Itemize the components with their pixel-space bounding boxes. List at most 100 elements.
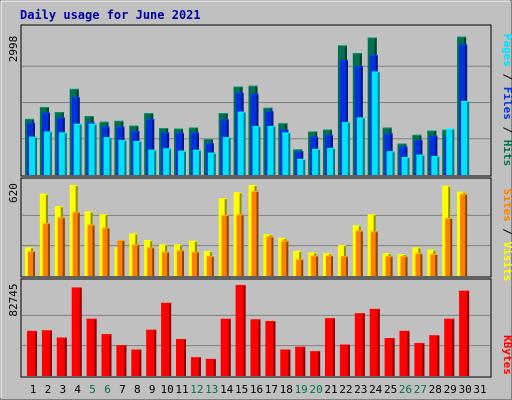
day-label-25: 25 bbox=[384, 383, 397, 396]
day-label-21: 21 bbox=[324, 383, 337, 396]
pages-bar-day-26-shadow bbox=[407, 157, 410, 175]
sites-bar-day-14-fill bbox=[221, 215, 229, 276]
kbytes-bar-day-28-highlight bbox=[429, 335, 440, 337]
files-bar-day-22-highlight bbox=[339, 59, 348, 61]
pages-bar-day-16-fill bbox=[252, 126, 261, 175]
kbytes-bar-day-18-fill bbox=[280, 349, 291, 376]
sites-bar-day-27-highlight bbox=[415, 253, 423, 255]
panel-kbytes: 82745 KBytes bbox=[7, 278, 512, 378]
kbytes-bar-day-9-highlight bbox=[146, 329, 157, 331]
kbytes-bar-day-29-highlight bbox=[444, 318, 455, 320]
kbytes-bar-day-8-highlight bbox=[131, 349, 142, 351]
hits-legend: Hits bbox=[501, 140, 512, 167]
pages-bar-day-21-shadow bbox=[333, 147, 335, 175]
sites-bar-day-2-shadow bbox=[47, 223, 50, 276]
day-label-6: 6 bbox=[104, 383, 111, 396]
pages-bar-day-12 bbox=[192, 149, 201, 175]
pages-bar-day-25-fill bbox=[386, 151, 395, 175]
day-label-18: 18 bbox=[280, 383, 293, 396]
kbytes-bar-day-2-shadow bbox=[49, 330, 52, 376]
day-label-23: 23 bbox=[354, 383, 367, 396]
pages-bar-day-23-shadow bbox=[362, 117, 365, 175]
kbytes-bar-day-19 bbox=[295, 346, 306, 376]
sites-bar-day-6-highlight bbox=[102, 227, 110, 229]
files-bar-day-14-highlight bbox=[220, 119, 229, 121]
sites-bar-day-18-fill bbox=[281, 240, 289, 276]
legend-sep-3: / bbox=[501, 228, 512, 235]
sites-bar-day-14-highlight bbox=[221, 215, 229, 217]
kbytes-bar-day-27-fill bbox=[414, 343, 425, 376]
files-bar-day-22-fill bbox=[339, 59, 348, 176]
sites-bar-day-14 bbox=[221, 215, 229, 276]
hits-bar-day-27-highlight bbox=[412, 134, 422, 136]
sites-bar-day-9-highlight bbox=[147, 247, 155, 249]
kbytes-bar-day-13-fill bbox=[205, 358, 216, 376]
pages-bar-day-24 bbox=[371, 71, 380, 175]
hits-bar-day-19-highlight bbox=[293, 149, 303, 151]
files-bar-day-20-highlight bbox=[310, 136, 319, 138]
day-label-31: 31 bbox=[473, 383, 486, 396]
sites-bar-day-25-highlight bbox=[385, 256, 393, 258]
hits-bar-day-21-highlight bbox=[323, 129, 332, 131]
visits-bar-day-1-highlight bbox=[25, 247, 33, 249]
legend-sep-1: / bbox=[501, 74, 512, 81]
pages-bar-day-17-highlight bbox=[267, 126, 276, 128]
kbytes-bar-day-18 bbox=[280, 349, 291, 376]
day-label-2: 2 bbox=[45, 383, 52, 396]
pages-bar-day-11-shadow bbox=[184, 150, 186, 175]
hits-bar-day-15-highlight bbox=[233, 86, 243, 88]
sites-bar-day-13-shadow bbox=[211, 256, 214, 276]
hits-bar-day-22-highlight bbox=[337, 45, 347, 47]
pages-bar-day-2-fill bbox=[43, 131, 52, 175]
kbytes-bar-day-5-highlight bbox=[86, 318, 97, 320]
chart-title: Daily usage for June 2021 bbox=[20, 8, 201, 22]
sites-bar-day-6 bbox=[102, 227, 110, 276]
visits-bar-day-30-highlight bbox=[457, 191, 466, 193]
kbytes-bar-day-26-shadow bbox=[407, 330, 410, 376]
pages-bar-day-23-fill bbox=[356, 117, 365, 175]
pages-bar-day-18-fill bbox=[282, 132, 291, 175]
kbytes-bar-day-13 bbox=[205, 358, 216, 376]
pages-bar-day-19 bbox=[297, 159, 306, 175]
sites-bar-day-26-shadow bbox=[405, 256, 408, 276]
files-bar-day-7-highlight bbox=[116, 126, 125, 128]
sites-bar-day-11-fill bbox=[177, 250, 184, 276]
sites-bar-day-18-shadow bbox=[286, 240, 289, 276]
pages-bar-day-22-shadow bbox=[347, 122, 350, 175]
kbytes-bar-day-1-shadow bbox=[35, 330, 37, 376]
kbytes-bar-day-2-highlight bbox=[41, 330, 52, 332]
hits-bar-day-26-highlight bbox=[397, 143, 407, 145]
visits-bar-day-14-highlight bbox=[218, 198, 227, 200]
files-bar-day-28-fill bbox=[429, 135, 438, 175]
files-bar-day-22-shadow bbox=[345, 59, 348, 176]
pages-bar-day-25-highlight bbox=[386, 151, 395, 153]
kbytes-bar-day-12-highlight bbox=[190, 357, 201, 359]
sites-bar-day-4 bbox=[72, 212, 80, 276]
kbytes-bar-day-17-fill bbox=[265, 321, 276, 376]
kbytes-bar-day-22-highlight bbox=[339, 344, 350, 346]
kbytes-bar-day-21-shadow bbox=[333, 318, 335, 376]
sites-bar-day-22-highlight bbox=[340, 256, 348, 258]
pages-bar-day-12-shadow bbox=[198, 149, 201, 175]
pages-bar-day-14 bbox=[222, 137, 231, 175]
kbytes-bar-day-15-shadow bbox=[243, 285, 246, 376]
panel-2-side-label: Sites / Visits bbox=[501, 189, 512, 282]
sites-bar-day-26 bbox=[400, 256, 408, 276]
panel-1-ymax-label: 2998 bbox=[7, 36, 20, 63]
kbytes-bar-day-10-highlight bbox=[161, 302, 172, 304]
visits-bar-day-12-highlight bbox=[188, 240, 197, 242]
visits-bar-day-11-highlight bbox=[174, 244, 182, 246]
pages-bar-day-1-shadow bbox=[35, 136, 37, 175]
files-bar-day-23-highlight bbox=[354, 66, 363, 68]
sites-bar-day-1-fill bbox=[28, 251, 35, 276]
pages-bar-day-2-highlight bbox=[43, 131, 52, 133]
pages-bar-day-25 bbox=[386, 151, 395, 175]
kbytes-bar-day-22 bbox=[339, 344, 350, 376]
sites-bar-day-11-highlight bbox=[177, 250, 184, 252]
pages-bar-day-9-highlight bbox=[148, 149, 157, 151]
kbytes-bar-day-4-shadow bbox=[79, 287, 82, 376]
hits-bar-day-3-highlight bbox=[54, 112, 64, 114]
pages-bar-day-13-shadow bbox=[213, 152, 216, 175]
hits-bar-day-18-highlight bbox=[278, 123, 288, 125]
kbytes-bar-day-11-fill bbox=[176, 339, 186, 376]
